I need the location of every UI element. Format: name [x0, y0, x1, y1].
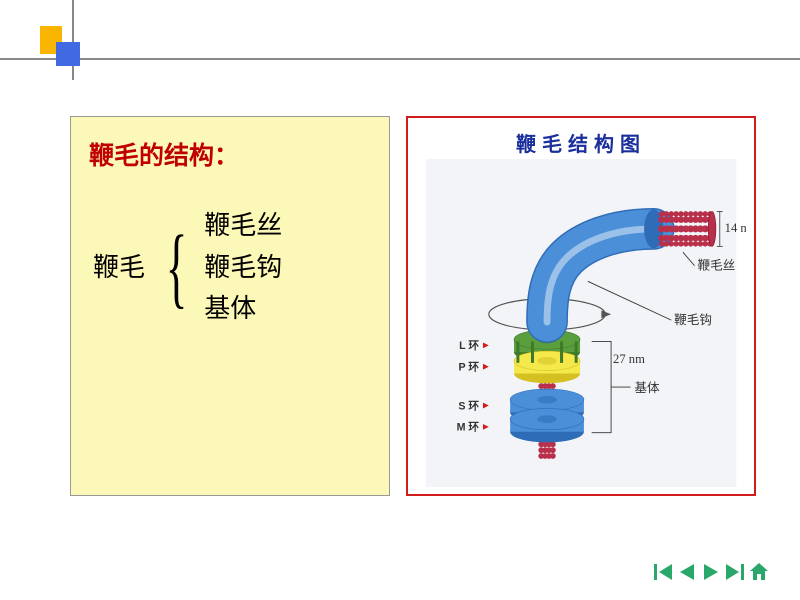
svg-text:P 环: P 环	[459, 362, 480, 374]
flagellum-diagram: 14 nm 鞭毛丝鞭毛钩基体 27 nm L 环 P 环 S 环 M 环	[416, 159, 746, 489]
parts-list: 鞭毛丝 鞭毛钩 基体	[204, 205, 282, 330]
svg-text:27 nm: 27 nm	[613, 352, 645, 366]
structure-outline: 鞭毛 { 鞭毛丝 鞭毛钩 基体	[93, 205, 371, 330]
nav-next-button[interactable]	[700, 560, 722, 584]
nav-controls	[652, 560, 770, 584]
svg-text:鞭毛钩: 鞭毛钩	[674, 313, 712, 327]
decor-hline	[0, 58, 800, 60]
part-hook: 鞭毛钩	[204, 247, 282, 289]
diagram-title: 鞭毛结构图	[416, 128, 746, 157]
structure-textbox: 鞭毛的结构： 鞭毛 { 鞭毛丝 鞭毛钩 基体	[70, 116, 390, 496]
root-label: 鞭毛	[93, 247, 145, 289]
nav-first-button[interactable]	[652, 560, 674, 584]
svg-text:14 nm: 14 nm	[725, 221, 746, 235]
nav-home-button[interactable]	[748, 560, 770, 584]
diagram-panel: 鞭毛结构图 14 nm 鞭毛丝鞭毛钩基体 27 nm L 环 P 环 S 环 M 环	[406, 116, 756, 496]
part-filament: 鞭毛丝	[204, 205, 282, 247]
brace-symbol: {	[166, 227, 188, 308]
svg-text:基体: 基体	[634, 381, 660, 395]
svg-text:L 环: L 环	[459, 340, 479, 352]
slide-decor	[36, 22, 96, 82]
decor-vline	[72, 0, 74, 80]
part-basal: 基体	[204, 288, 282, 330]
svg-text:S 环: S 环	[458, 400, 479, 412]
decor-square-blue	[56, 42, 80, 66]
nav-prev-button[interactable]	[676, 560, 698, 584]
svg-text:M 环: M 环	[457, 422, 480, 434]
nav-last-button[interactable]	[724, 560, 746, 584]
content-area: 鞭毛的结构： 鞭毛 { 鞭毛丝 鞭毛钩 基体 鞭毛结构图 14 nm鞭毛丝鞭毛钩…	[70, 116, 760, 530]
svg-text:鞭毛丝: 鞭毛丝	[697, 259, 735, 273]
textbox-title: 鞭毛的结构：	[89, 137, 371, 177]
